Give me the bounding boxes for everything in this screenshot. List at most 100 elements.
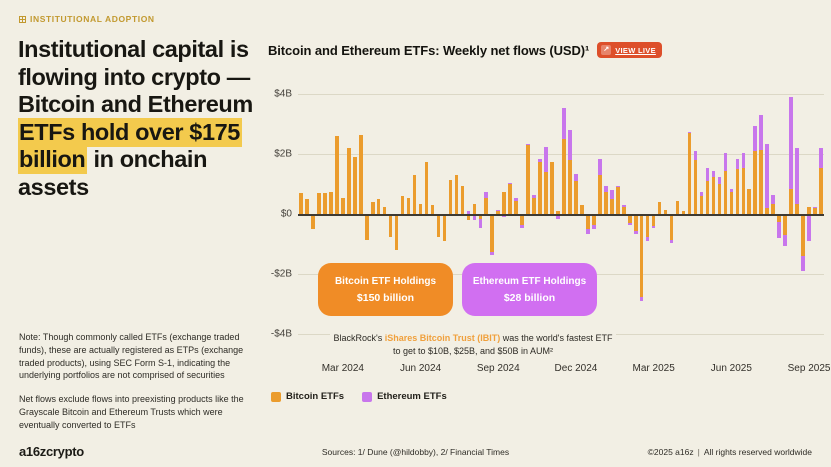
- view-live-button[interactable]: ↗ VIEW LIVE: [597, 42, 662, 58]
- bar-segment: [741, 167, 746, 214]
- bar-segment: [544, 146, 548, 172]
- bar-segment: [795, 203, 799, 214]
- bar-segment: [789, 97, 793, 189]
- bar-segment: [412, 175, 417, 214]
- bar-segment: [502, 191, 506, 214]
- chart-title-row: Bitcoin and Ethereum ETFs: Weekly net fl…: [262, 40, 824, 60]
- bar-segment: [615, 185, 620, 187]
- legend-item: Bitcoin ETFs: [271, 391, 344, 402]
- bar-segment: [406, 197, 411, 214]
- bar-segment: [729, 191, 734, 214]
- view-live-label: VIEW LIVE: [615, 45, 656, 55]
- bar-segment: [418, 203, 423, 214]
- bar-segment: [783, 214, 787, 235]
- bar-segment: [562, 139, 566, 214]
- footnotes: Note: Though commonly called ETFs (excha…: [19, 331, 251, 431]
- bar-segment: [568, 160, 572, 214]
- bar-segment: [352, 157, 357, 214]
- bitcoin-callout-value: $150 billion: [356, 291, 415, 304]
- ethereum-callout-title: Ethereum ETF Holdings: [472, 275, 587, 287]
- bar-segment: [586, 229, 590, 234]
- bar-segment: [699, 191, 704, 196]
- bar-segment: [604, 191, 608, 214]
- bar-segment: [765, 208, 769, 214]
- bar-segment: [651, 226, 656, 228]
- bar-segment: [514, 200, 518, 214]
- y-axis-tick: $2B: [274, 148, 292, 160]
- bar-segment: [574, 173, 578, 181]
- bar-segment: [669, 239, 674, 243]
- bar-segment: [592, 214, 596, 225]
- footer-divider: |: [697, 446, 700, 457]
- bitcoin-holdings-callout: Bitcoin ETF Holdings $150 billion: [318, 263, 453, 316]
- bar-segment: [508, 184, 512, 214]
- bar-segment: [508, 182, 512, 184]
- bar-segment: [358, 134, 363, 214]
- bar-segment: [424, 161, 429, 214]
- bar-segment: [723, 152, 728, 171]
- x-axis-tick: Jun 2024: [399, 363, 442, 374]
- bar-segment: [341, 197, 345, 214]
- footnote-etp: Note: Though commonly called ETFs (excha…: [19, 332, 244, 381]
- bar-segment: [699, 196, 704, 214]
- bar-segment: [305, 199, 309, 214]
- bar-segment: [526, 143, 530, 145]
- bar-segment: [598, 158, 602, 175]
- bar-segment: [347, 148, 351, 214]
- bitcoin-callout-title: Bitcoin ETF Holdings: [334, 275, 437, 287]
- bar-segment: [436, 214, 441, 237]
- bar-segment: [556, 211, 560, 214]
- bar-segment: [430, 205, 435, 214]
- bar-segment: [323, 193, 327, 214]
- eyebrow: INSTITUTIONAL ADOPTION: [19, 14, 155, 24]
- bar-segment: [669, 214, 674, 240]
- a16zcrypto-logo: a16zcrypto: [19, 444, 84, 459]
- bar-segment: [550, 161, 554, 214]
- bar-segment: [604, 185, 608, 192]
- bar-segment: [621, 205, 626, 207]
- bar-segment: [807, 214, 811, 241]
- bar-segment: [376, 199, 381, 214]
- bar-segment: [598, 175, 602, 214]
- footer: a16zcrypto Sources: 1/ Dune (@hildobby),…: [0, 436, 831, 467]
- bar-segment: [801, 256, 805, 271]
- bar-segment: [633, 230, 638, 234]
- bar-segment: [693, 160, 698, 214]
- bar-segment: [711, 176, 716, 214]
- bar-segment: [538, 161, 542, 214]
- bar-segment: [759, 149, 764, 214]
- bar-segment: [807, 206, 811, 214]
- bar-segment: [514, 197, 518, 201]
- rights-text: All rights reserved worldwide: [703, 446, 812, 457]
- plot-area: Bitcoin ETF Holdings $150 billion Ethere…: [298, 74, 824, 359]
- y-axis-tick: $0: [280, 208, 292, 220]
- bar-segment: [705, 181, 710, 214]
- x-axis-labels: Mar 2024 Jun 2024 Sep 2024 Dec 2024 Mar 2025…: [262, 363, 831, 376]
- headline-post: in onchain assets: [18, 146, 208, 201]
- x-axis-tick: Jun 2025: [710, 363, 752, 374]
- bar-segment: [466, 214, 471, 220]
- bar-segment: [717, 176, 722, 184]
- bar-segment: [544, 172, 548, 214]
- bar-segment: [723, 170, 728, 214]
- bar-segment: [496, 209, 501, 211]
- bar-segment: [580, 205, 584, 214]
- legend-swatch: [271, 391, 281, 402]
- bar-segment: [526, 145, 530, 214]
- bar-segment: [311, 214, 315, 229]
- bar-segment: [329, 191, 333, 214]
- footnote-netflows: Net flows exclude flows into preexisting…: [19, 394, 244, 430]
- bar-segment: [771, 194, 775, 204]
- bar-segment: [633, 214, 638, 231]
- x-axis-tick: Sep 2025: [787, 363, 831, 374]
- bar-segment: [819, 148, 823, 168]
- bar-segment: [735, 158, 740, 169]
- bar-segment: [813, 208, 817, 214]
- bar-segment: [777, 221, 781, 238]
- x-axis-tick: Dec 2024: [554, 363, 598, 374]
- bar-segment: [651, 214, 656, 226]
- footer-copyright: ©2025 a16z | All rights reserved worldwide: [579, 447, 812, 457]
- bar-segment: [759, 115, 764, 150]
- chart-legend: Bitcoin ETFs Ethereum ETFs: [262, 391, 824, 402]
- bar-segment: [753, 151, 758, 214]
